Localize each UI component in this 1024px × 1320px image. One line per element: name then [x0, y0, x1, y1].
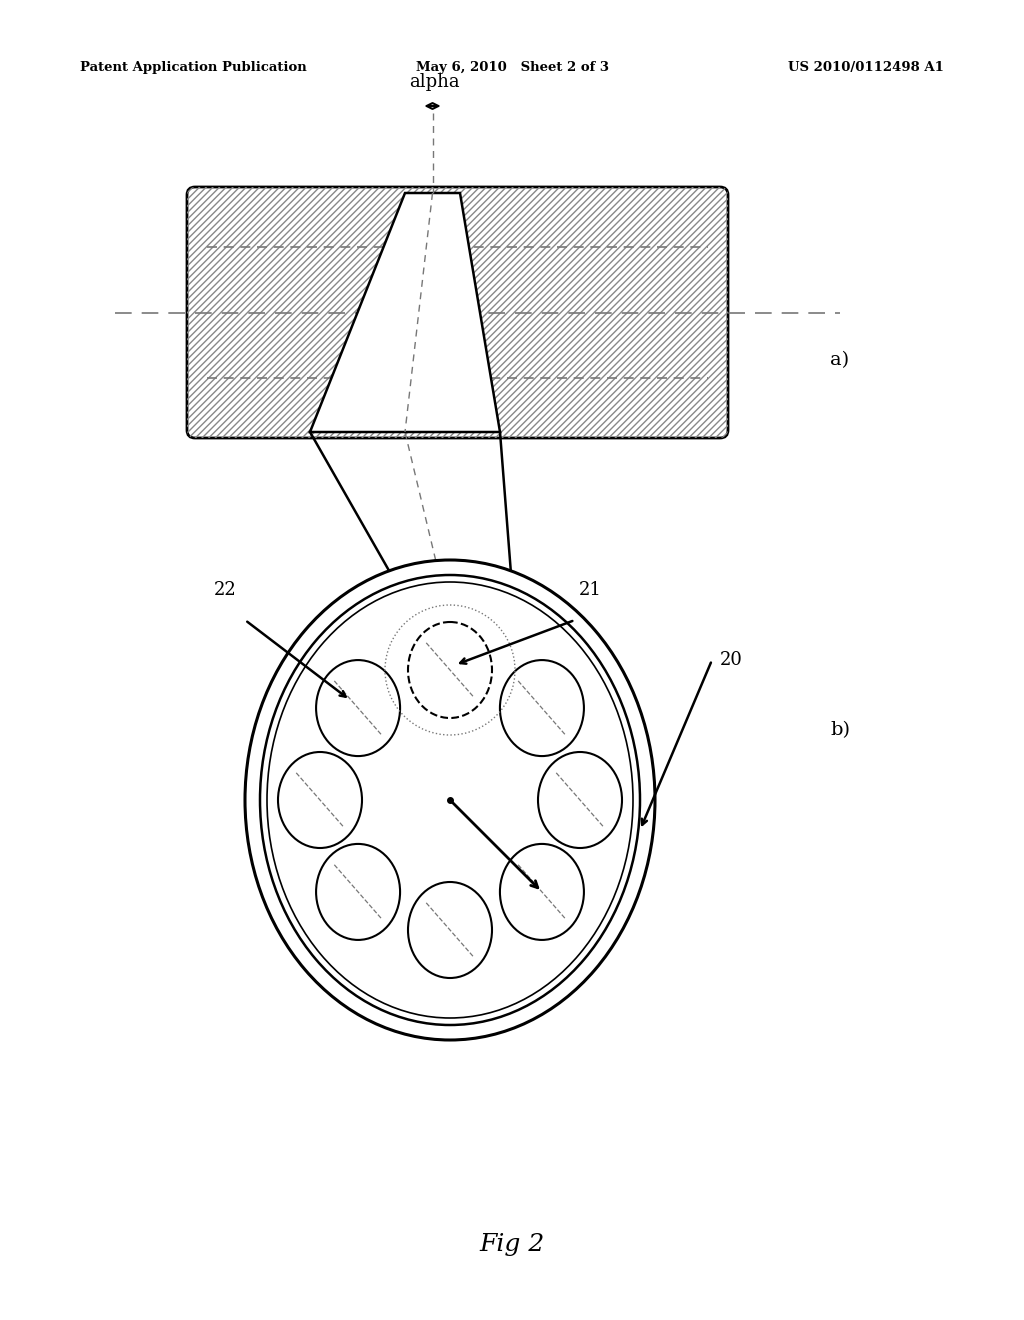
Polygon shape	[310, 193, 500, 432]
Text: Fig 2: Fig 2	[479, 1233, 545, 1257]
Ellipse shape	[538, 752, 622, 847]
Text: a): a)	[830, 351, 849, 370]
Ellipse shape	[260, 576, 640, 1026]
Ellipse shape	[316, 843, 400, 940]
Text: US 2010/0112498 A1: US 2010/0112498 A1	[788, 62, 944, 74]
Text: alpha: alpha	[410, 73, 460, 91]
Ellipse shape	[245, 560, 655, 1040]
FancyBboxPatch shape	[187, 187, 728, 438]
Text: Patent Application Publication: Patent Application Publication	[80, 62, 307, 74]
Ellipse shape	[500, 843, 584, 940]
Ellipse shape	[408, 882, 492, 978]
Text: 20: 20	[720, 651, 742, 669]
Ellipse shape	[267, 582, 633, 1018]
Text: 21: 21	[579, 581, 601, 599]
Text: b): b)	[830, 721, 850, 739]
Ellipse shape	[278, 752, 362, 847]
Ellipse shape	[500, 660, 584, 756]
Ellipse shape	[408, 622, 492, 718]
Text: May 6, 2010   Sheet 2 of 3: May 6, 2010 Sheet 2 of 3	[416, 62, 608, 74]
Text: 22: 22	[214, 581, 237, 599]
Ellipse shape	[316, 660, 400, 756]
Text: R: R	[510, 825, 524, 843]
